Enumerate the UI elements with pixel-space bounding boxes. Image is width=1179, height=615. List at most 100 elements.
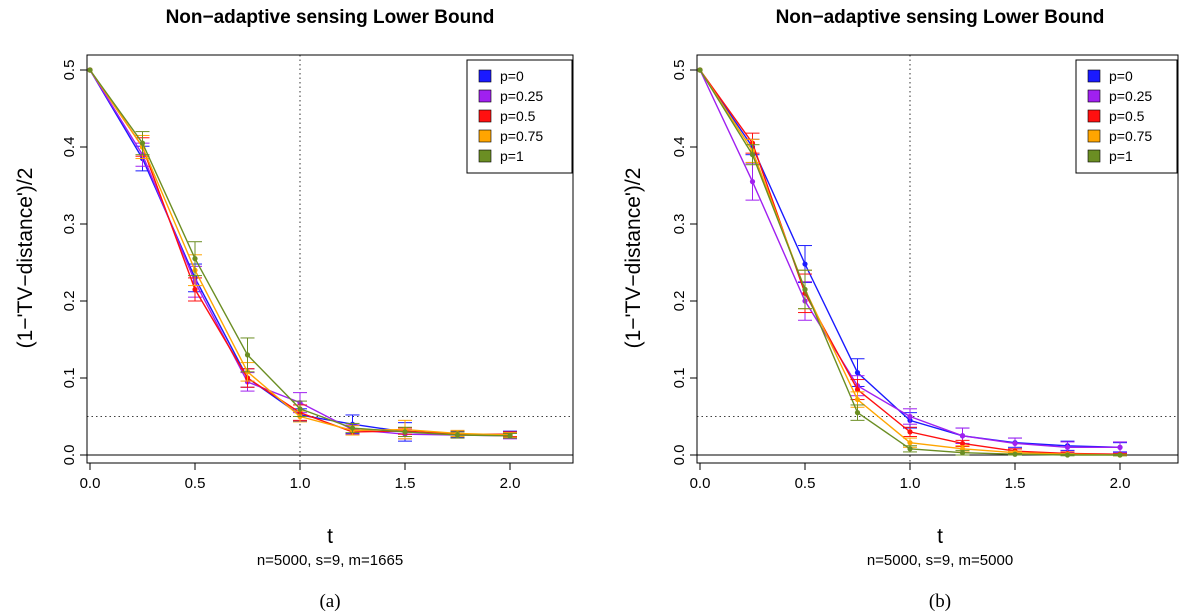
y-tick-label: 0.0 [671, 445, 688, 466]
plot-frame [696, 54, 1179, 464]
data-point [802, 261, 808, 267]
data-point [854, 396, 861, 403]
x-axis-label: t [327, 525, 333, 548]
legend-swatch [1087, 129, 1101, 143]
y-tick-label: 0.0 [61, 445, 78, 466]
legend-swatch [1087, 149, 1101, 163]
y-tick-label: 0.1 [671, 368, 688, 389]
data-point [139, 140, 146, 146]
series-line [89, 69, 511, 437]
data-point [454, 432, 461, 438]
legend-label: p=0.5 [500, 108, 536, 124]
panel-caption: (a) [319, 591, 340, 612]
data-point [854, 410, 861, 416]
y-tick-label: 0.3 [61, 214, 78, 235]
x-tick-label: 2.0 [1110, 475, 1131, 492]
series-p=0 [697, 67, 1127, 453]
chart-subtitle: n=5000, s=9, m=1665 [257, 552, 403, 569]
x-tick-label: 1.5 [395, 475, 416, 492]
y-tick-label: 0.4 [61, 137, 78, 158]
x-tick-label: 2.0 [500, 475, 521, 492]
legend-swatch [478, 109, 492, 123]
y-tick-label: 0.3 [671, 214, 688, 235]
plot-frame [86, 54, 574, 464]
data-point [907, 440, 913, 446]
data-point [402, 429, 408, 435]
chart-title: Non−adaptive sensing Lower Bound [776, 7, 1105, 28]
legend: p=0 p=0.25 p=0.5 p=0.75 p=1 [466, 59, 573, 174]
y-tick-label: 0.2 [61, 291, 78, 312]
legend-swatch [1087, 69, 1101, 83]
legend-label: p=0 [1109, 68, 1133, 84]
y-tick-label: 0.1 [61, 368, 78, 389]
x-tick-label: 0.5 [185, 475, 206, 492]
legend-label: p=0.5 [1109, 108, 1145, 124]
data-point [1117, 444, 1123, 450]
x-axis-label: t [937, 525, 943, 548]
data-point [907, 413, 913, 420]
series-p=1 [87, 67, 517, 439]
data-point [749, 152, 756, 158]
series-p=0 [87, 67, 517, 442]
data-point [697, 67, 703, 73]
data-point [297, 406, 303, 412]
legend: p=0 p=0.25 p=0.5 p=0.75 p=1 [1075, 59, 1178, 174]
data-point [749, 179, 756, 185]
legend-label: p=0.25 [500, 88, 543, 104]
legend-label: p=1 [1109, 148, 1133, 164]
legend-label: p=0.75 [500, 128, 543, 144]
data-point [87, 67, 93, 73]
x-tick-label: 0.0 [690, 475, 711, 492]
chart-panel-a: Non−adaptive sensing Lower Bound (1−'TV−… [14, 7, 574, 612]
chart-subtitle: n=5000, s=9, m=5000 [867, 552, 1013, 569]
chart-title: Non−adaptive sensing Lower Bound [166, 7, 495, 28]
x-tick-label: 1.5 [1005, 475, 1026, 492]
series-p=0.5 [697, 67, 1127, 457]
x-tick-label: 0.0 [80, 475, 101, 492]
y-tick-label: 0.5 [671, 60, 688, 81]
data-point [959, 450, 966, 456]
data-point [854, 386, 861, 393]
series-p=0.75 [697, 67, 1127, 458]
data-point [507, 433, 513, 439]
data-point [854, 370, 861, 376]
series-p=0.5 [87, 67, 517, 438]
legend-swatch [478, 69, 492, 83]
legend-swatch [478, 129, 492, 143]
series-p=0.25 [697, 67, 1127, 454]
series-line [89, 69, 511, 437]
legend-label: p=0.75 [1109, 128, 1152, 144]
legend-label: p=0.25 [1109, 88, 1152, 104]
data-point [959, 440, 966, 447]
data-point [1064, 444, 1071, 450]
legend-label: p=0 [500, 68, 524, 84]
legend-swatch [478, 89, 492, 103]
x-tick-label: 1.0 [900, 475, 921, 492]
data-point [192, 256, 198, 262]
data-point [1064, 452, 1071, 458]
data-point [907, 446, 913, 452]
legend-swatch [478, 149, 492, 163]
data-point [1117, 452, 1123, 458]
chart-panel-b: Non−adaptive sensing Lower Bound (1−'TV−… [622, 7, 1179, 612]
legend-label: p=1 [500, 148, 524, 164]
series-p=1 [697, 67, 1127, 458]
y-axis-label: (1−'TV−distance')/2 [622, 168, 645, 349]
y-tick-label: 0.2 [671, 291, 688, 312]
y-tick-label: 0.5 [61, 60, 78, 81]
data-point [802, 286, 808, 293]
data-point [244, 352, 251, 358]
series-p=0.25 [87, 67, 517, 440]
legend-swatch [1087, 89, 1101, 103]
data-point [192, 286, 198, 293]
data-point [1012, 451, 1018, 457]
series-p=0.75 [87, 67, 517, 440]
panel-caption: (b) [929, 591, 951, 612]
legend-swatch [1087, 109, 1101, 123]
data-point [907, 429, 913, 435]
data-point [959, 433, 966, 439]
y-axis-label: (1−'TV−distance')/2 [14, 168, 37, 349]
x-tick-label: 1.0 [290, 475, 311, 492]
y-tick-label: 0.4 [671, 137, 688, 158]
